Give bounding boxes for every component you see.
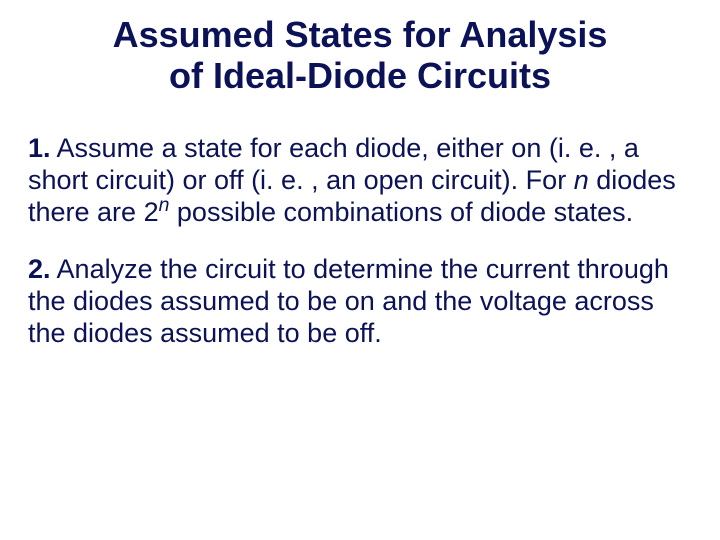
slide-title: Assumed States for Analysis of Ideal-Dio… bbox=[28, 14, 692, 97]
superscript-n: n bbox=[159, 194, 170, 216]
italic-n: n bbox=[574, 165, 589, 195]
text-segment: Analyze the circuit to determine the cur… bbox=[28, 254, 669, 348]
list-number: 1. bbox=[28, 133, 51, 163]
paragraph-2: 2. Analyze the circuit to determine the … bbox=[28, 254, 692, 350]
title-line-1: Assumed States for Analysis bbox=[113, 14, 608, 55]
text-segment: possible combinations of diode states. bbox=[169, 197, 633, 227]
paragraph-1: 1. Assume a state for each diode, either… bbox=[28, 133, 692, 229]
slide: Assumed States for Analysis of Ideal-Dio… bbox=[0, 0, 720, 540]
list-number: 2. bbox=[28, 254, 51, 284]
title-line-2: of Ideal-Diode Circuits bbox=[169, 55, 551, 96]
text-segment: Assume a state for each diode, either on… bbox=[28, 133, 639, 195]
